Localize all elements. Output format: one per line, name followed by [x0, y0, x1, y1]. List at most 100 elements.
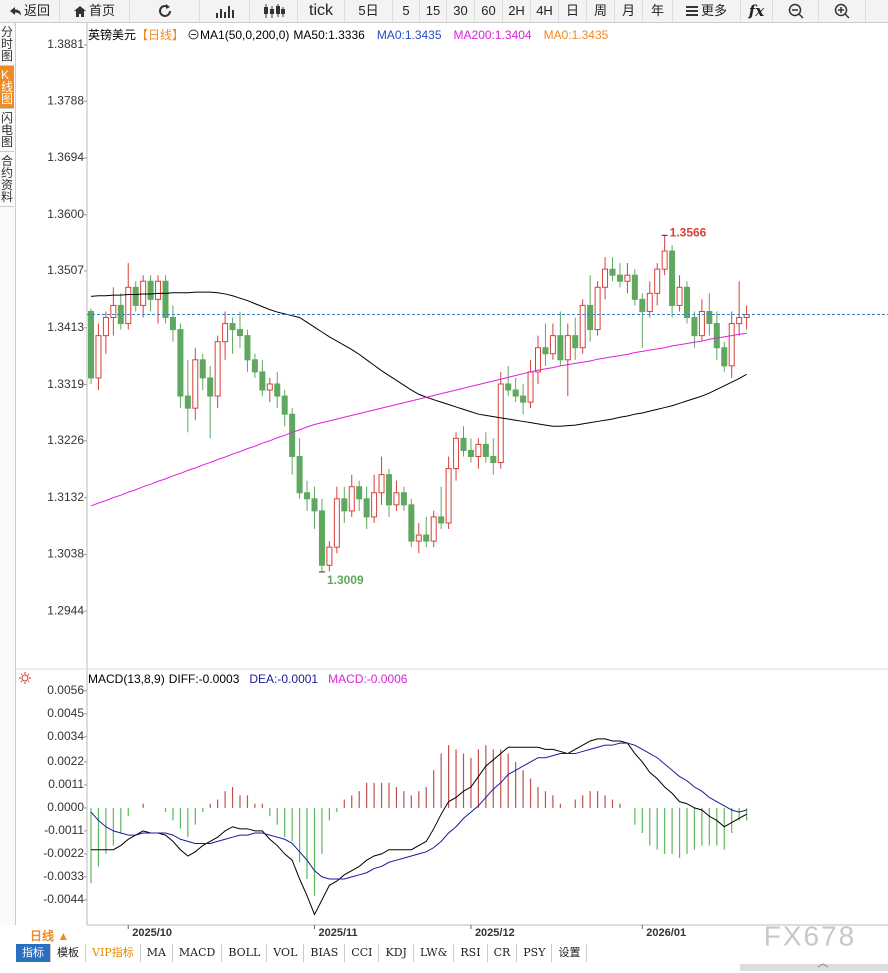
y-tick-label: 1.3413	[47, 320, 84, 334]
tab[interactable]: 模板	[51, 944, 86, 962]
candle-body	[147, 280, 154, 300]
period-button[interactable]: 60	[475, 0, 503, 22]
button-label: 更多	[700, 3, 727, 18]
period-button[interactable]: tick	[298, 0, 345, 22]
tab[interactable]: MACD	[173, 944, 223, 962]
y-tick-label: -0.0022	[43, 846, 84, 860]
candle-button[interactable]	[250, 0, 298, 22]
y-tick-label: 0.0011	[48, 777, 84, 791]
period-button[interactable]: 30	[447, 0, 475, 22]
candle-body	[259, 371, 266, 391]
candle-body	[505, 383, 512, 391]
more-button[interactable]: 更多	[673, 0, 741, 22]
candle-body	[430, 516, 437, 542]
candle-body	[706, 310, 713, 325]
home-button[interactable]: 首页	[60, 0, 130, 22]
candle-body	[721, 347, 728, 367]
period-button[interactable]: 5日	[345, 0, 393, 22]
candle-body	[88, 310, 94, 379]
period-button[interactable]: 5	[393, 0, 420, 22]
y-tick-label: 0.0056	[47, 683, 84, 697]
macd-header: MACD(13,8,9) DIFF:-0.0003 DEA:-0.0001 MA…	[88, 672, 407, 686]
candle-body	[311, 498, 318, 512]
candle-body	[169, 317, 176, 331]
candle-body	[125, 286, 132, 325]
candle-body	[535, 347, 541, 373]
side-tab[interactable]: 合约资料	[0, 152, 14, 207]
price-header: 英镑美元 【日线】 MA1(50,0,200,0) MA50:1.3336 MA…	[88, 26, 608, 43]
header-text: MA0:1.3435	[376, 27, 442, 42]
y-tick-label: 1.3600	[47, 207, 84, 221]
y-tick-label: 0.0022	[47, 754, 84, 768]
refresh-button[interactable]	[130, 0, 200, 22]
candle-body	[564, 335, 571, 361]
period-button[interactable]: 4H	[531, 0, 559, 22]
candle-body	[587, 304, 594, 331]
candle-body	[661, 250, 668, 270]
tab[interactable]: CR	[488, 944, 518, 962]
candle-body	[304, 492, 311, 500]
candle-body	[266, 383, 273, 391]
candle-body	[602, 268, 609, 288]
header-text: 【日线】	[136, 28, 185, 42]
header-text: MACD:-0.0006	[328, 672, 408, 686]
fx-button[interactable]: fx	[741, 0, 773, 22]
series-line	[90, 742, 747, 880]
side-tab[interactable]: 闪电图	[0, 109, 14, 152]
side-tab[interactable]: 分时图	[0, 23, 14, 66]
back-button[interactable]: 返回	[0, 0, 60, 22]
period-button[interactable]: 2H	[503, 0, 531, 22]
side-tab[interactable]: K线图	[0, 66, 14, 109]
tab[interactable]: LW&	[414, 944, 455, 962]
candle-body	[326, 546, 333, 566]
candle-body	[527, 371, 534, 403]
candle-body	[162, 280, 169, 319]
candle-body	[594, 286, 601, 331]
candle-body	[624, 274, 631, 282]
menu-icon	[685, 6, 698, 16]
y-tick-label: 0.0000	[47, 800, 84, 814]
tab[interactable]: 设置	[552, 944, 588, 962]
annotation-label: 1.3009	[327, 573, 364, 587]
period-indicator[interactable]: 日线 ▲	[30, 929, 70, 943]
candle-body	[184, 395, 191, 409]
candle-body	[214, 341, 221, 397]
scroll-grip	[817, 963, 829, 968]
tab[interactable]: 指标	[16, 944, 51, 962]
header-text: MA0:1.3435	[543, 27, 609, 42]
bar-chart-button[interactable]	[200, 0, 250, 22]
zoom-in-button[interactable]	[819, 0, 866, 22]
button-label: tick	[309, 2, 333, 19]
candle-body	[192, 359, 199, 409]
period-button[interactable]: 年	[643, 0, 673, 22]
candle-body	[356, 486, 363, 500]
y-tick-label: 0.0034	[47, 729, 84, 743]
header-text: 英镑美元	[88, 28, 137, 42]
candle-body	[237, 329, 243, 337]
candle-body	[698, 310, 705, 337]
toolbar: 返回 首页 tick 5日 5 15 30 60 2H 4H 日 周 月 年 更…	[0, 0, 888, 23]
candle-body	[333, 498, 340, 548]
tab[interactable]: KDJ	[379, 944, 414, 962]
tab[interactable]: BOLL	[222, 944, 268, 962]
tab[interactable]: BIAS	[304, 944, 346, 962]
tab[interactable]: RSI	[454, 944, 488, 962]
candle-body	[229, 323, 236, 331]
tab[interactable]: VOL	[267, 944, 305, 962]
period-button[interactable]: 周	[587, 0, 615, 22]
hide-icon[interactable]	[188, 29, 199, 40]
tab[interactable]: CCI	[345, 944, 380, 962]
candle-body	[140, 280, 147, 306]
zoom-out-button[interactable]	[773, 0, 819, 22]
y-tick-label: 1.2944	[47, 603, 84, 617]
header-text: MA200:1.3404	[453, 27, 532, 42]
candle-body	[199, 359, 206, 379]
y-tick-label: 1.3226	[47, 433, 84, 447]
tab[interactable]: MA	[141, 944, 173, 962]
period-button[interactable]: 日	[559, 0, 587, 22]
period-button[interactable]: 15	[420, 0, 447, 22]
tab[interactable]: VIP指标	[86, 944, 141, 962]
period-button[interactable]: 月	[615, 0, 643, 22]
tab[interactable]: PSY	[517, 944, 553, 962]
series-line	[91, 738, 747, 916]
